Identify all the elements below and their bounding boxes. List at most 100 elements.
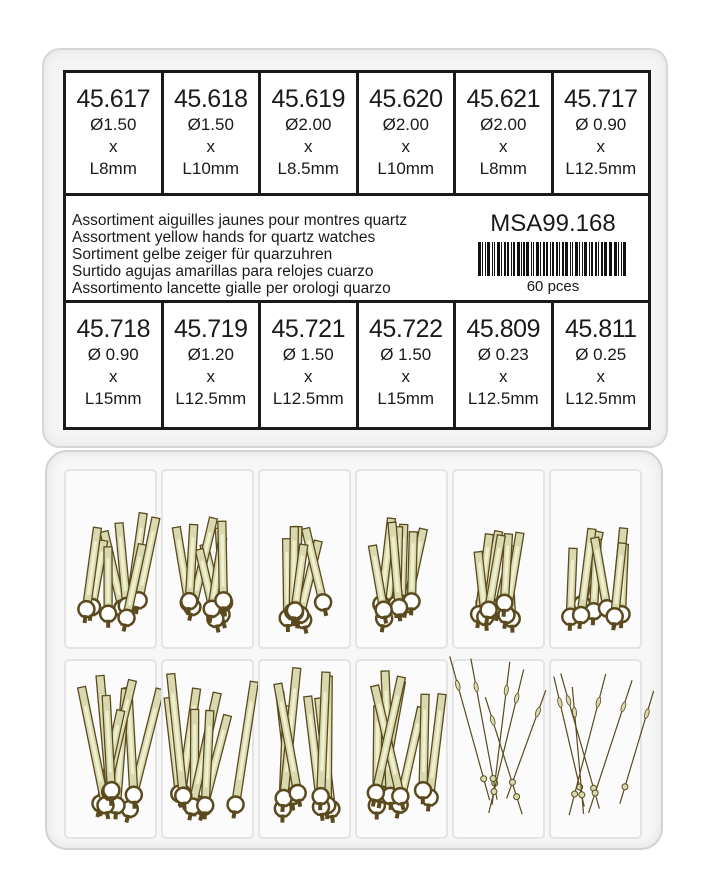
barcode-bar (539, 242, 541, 276)
watch-hand-part (571, 790, 579, 798)
part-code: 45.621 (466, 85, 541, 113)
watch-hand-part (121, 623, 128, 632)
watch-hand (117, 542, 148, 632)
watch-hand-part (221, 606, 226, 615)
barcode-bar (503, 242, 506, 276)
watch-hand-part (430, 710, 442, 778)
barcode-bar (484, 242, 487, 276)
watch-hand-part (535, 706, 541, 718)
watch-hand-part (379, 695, 399, 771)
watch-hand-part (280, 803, 286, 813)
times: x (401, 137, 411, 156)
barcode-bar (532, 242, 535, 276)
product-label: 45.617 Ø1.50 x L8mm 45.618 Ø1.50 x L10mm 45.61… (63, 70, 651, 430)
watch-hand (619, 690, 655, 804)
watch-hand-part (207, 614, 213, 623)
watch-hand-part (410, 543, 415, 590)
compartment (549, 659, 642, 839)
label-bottom-row: 45.718 Ø 0.90 x L15mm 45.719 Ø1.20 x L12.5mm 4… (66, 300, 648, 430)
watch-hand-part (388, 801, 393, 810)
watch-hand (470, 658, 498, 800)
watch-hand (495, 533, 514, 617)
watch-hand (479, 533, 507, 624)
barcode-bar (545, 242, 549, 276)
watch-hand-part (611, 622, 617, 631)
size-cell: 45.721 Ø 1.50 x L12.5mm (261, 303, 359, 430)
watch-hand-part (181, 801, 187, 810)
size-cell: 45.718 Ø 0.90 x L15mm (66, 303, 164, 430)
sku-number: MSA99.168 (490, 210, 616, 237)
watch-hand-part (82, 614, 88, 624)
size-cell: 45.620 Ø2.00 x L10mm (359, 73, 456, 193)
watch-hand (101, 694, 121, 805)
length: L12.5mm (565, 389, 637, 408)
watch-hand-part (513, 692, 520, 704)
times: x (596, 137, 606, 156)
watch-hand (77, 526, 103, 624)
watch-hand-part (102, 780, 121, 800)
barcode (478, 242, 628, 276)
watch-hand-part (132, 800, 137, 809)
description-lines: Assortiment aiguilles jaunes pour montre… (72, 212, 407, 297)
watch-hand-part (501, 608, 507, 617)
watch-hand-part (124, 785, 144, 805)
watch-hand-part (455, 680, 461, 691)
watch-hand-part (134, 707, 157, 786)
watch-hand-part (308, 714, 320, 786)
watch-hand-part (413, 780, 433, 800)
size-cell: 45.809 Ø 0.23 x L12.5mm (456, 303, 554, 430)
watch-hand-part (590, 617, 596, 626)
label-top-row: 45.617 Ø1.50 x L8mm 45.618 Ø1.50 x L10mm 45.61… (66, 73, 648, 193)
part-code: 45.721 (271, 315, 346, 343)
watch-hand-part (285, 623, 290, 633)
watch-hand-part (285, 551, 290, 605)
watch-hand-part (322, 607, 329, 617)
times: x (109, 367, 118, 386)
watch-hand-part (490, 788, 498, 796)
watch-hand-part (118, 536, 127, 592)
watch-hand-part (104, 810, 111, 820)
watch-hand (180, 523, 199, 616)
watch-hand-part (394, 810, 401, 819)
barcode-bar (584, 242, 588, 276)
barcode-bar (501, 242, 502, 276)
watch-hand-part (92, 551, 104, 597)
length: L12.5mm (272, 389, 344, 408)
watch-hand-part (420, 796, 425, 805)
length: L8mm (89, 159, 137, 178)
watch-hand-part (425, 803, 431, 812)
description-fr: Assortiment aiguilles jaunes pour montre… (72, 212, 408, 229)
watch-hand-part (311, 786, 330, 806)
watch-hand (387, 521, 409, 622)
quantity: 60 pces (526, 278, 580, 295)
watch-hand (571, 686, 586, 814)
barcode-bar (571, 242, 574, 276)
watch-hand-part (503, 545, 510, 592)
watch-hand (505, 690, 547, 799)
barcode-bar (559, 242, 561, 276)
watch-hand (300, 526, 333, 617)
barcode-bar (497, 242, 501, 276)
watch-hand (98, 546, 118, 628)
description-en: Assortment yellow hands for quartz watch… (72, 229, 376, 246)
part-code: 45.811 (564, 315, 637, 343)
part-code: 45.620 (369, 85, 443, 113)
watch-hand-part (495, 593, 514, 613)
watch-hand-part (302, 625, 309, 634)
barcode-bar (536, 242, 539, 276)
diameter: Ø 0.23 (477, 345, 529, 364)
barcode-bar (513, 242, 515, 276)
barcode-bar (569, 242, 571, 276)
watch-hand-part (291, 616, 297, 625)
part-code: 45.618 (174, 85, 248, 113)
watch-hand-part (402, 722, 420, 787)
length: L10mm (377, 159, 435, 178)
watch-hand-part (510, 624, 515, 633)
times: x (304, 137, 313, 156)
times: x (596, 367, 606, 386)
part-code: 45.717 (564, 85, 638, 113)
watch-hand-part (409, 607, 414, 616)
watch-hand-part (204, 725, 211, 788)
watch-hand-part (320, 691, 327, 772)
watch-hand-part (502, 620, 508, 630)
